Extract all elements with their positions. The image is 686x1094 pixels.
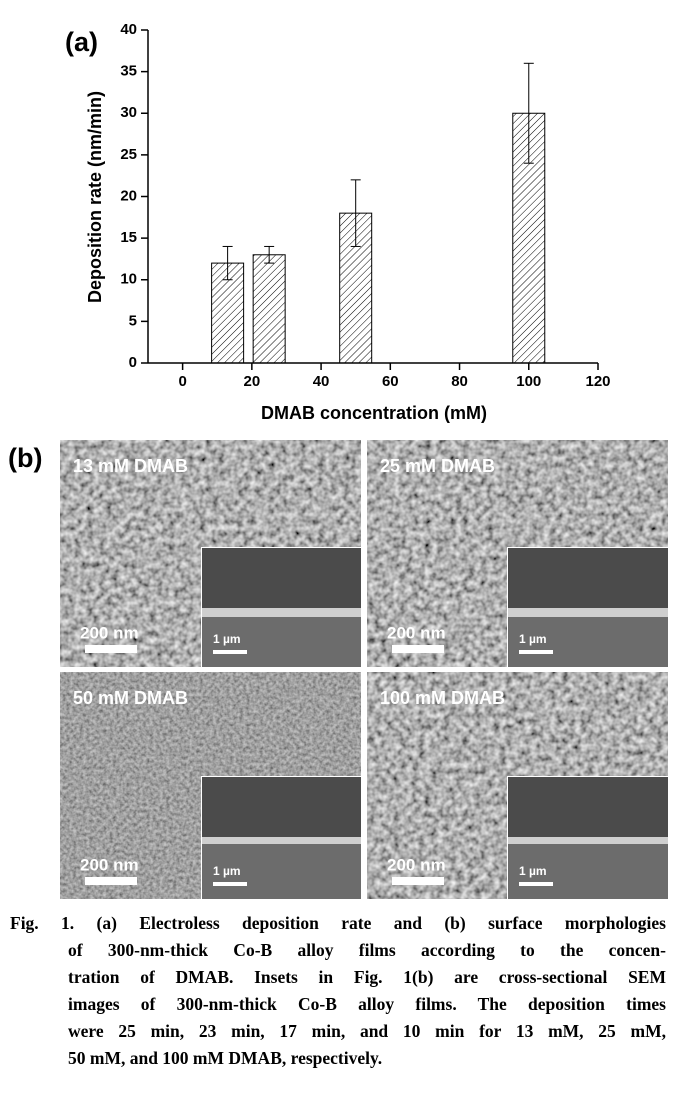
sem-image: 100 mM DMAB 200 nm 1 µm [367, 672, 668, 899]
scale-bar [392, 877, 444, 885]
inset-scale-bar-label: 1 µm [213, 632, 241, 646]
caption-line: were 25 min, 23 min, 17 min, and 10 min … [68, 1021, 666, 1041]
sem-image: 13 mM DMAB 200 nm 1 µm [60, 440, 361, 667]
x-axis-label: DMAB concentration (mM) [261, 403, 487, 423]
caption-line: of 300-nm-thick Co-B alloy films accordi… [68, 940, 666, 960]
inset-substrate [508, 617, 668, 667]
inset-top [202, 548, 361, 608]
scale-bar [85, 877, 137, 885]
sem-image: 50 mM DMAB 200 nm 1 µm [60, 672, 361, 899]
scale-bar-label: 200 nm [80, 623, 139, 642]
panel-label: (b) [8, 443, 42, 473]
inset-substrate [202, 844, 361, 899]
y-tick-label: 40 [120, 21, 137, 38]
caption-line: Fig. 1. (a) Electroless deposition rate … [10, 913, 666, 933]
sem-label: 100 mM DMAB [380, 688, 505, 708]
y-tick-label: 15 [120, 229, 137, 246]
y-tick-label: 20 [120, 187, 137, 204]
x-tick-label: 0 [178, 373, 186, 390]
error-bar [222, 245, 233, 281]
inset-top [508, 548, 668, 608]
scale-bar-label: 200 nm [387, 855, 446, 874]
inset-scale-bar [519, 650, 553, 654]
inset-film [508, 837, 668, 844]
figure: (a) DMAB concentration (mM) Deposition r… [8, 21, 668, 899]
y-tick-label: 25 [120, 146, 137, 163]
y-tick-label: 30 [120, 104, 137, 121]
inset-scale-bar-label: 1 µm [519, 632, 547, 646]
bar [252, 254, 286, 364]
error-bar [350, 179, 361, 247]
y-tick-label: 35 [120, 63, 137, 80]
inset-film [202, 608, 361, 617]
panel-label: (a) [65, 27, 98, 57]
inset-scale-bar-label: 1 µm [213, 864, 241, 878]
x-tick-label: 40 [313, 373, 330, 390]
scale-bar-label: 200 nm [80, 855, 139, 874]
x-tick-label: 20 [244, 373, 261, 390]
inset-substrate [202, 617, 361, 667]
caption: Fig. 1. (a) Electroless deposition rate … [10, 910, 666, 1072]
error-bar [523, 62, 534, 164]
y-tick-label: 5 [129, 312, 137, 329]
sem-label: 13 mM DMAB [73, 456, 188, 476]
caption-line: 50 mM, and 100 mM DMAB, respectively. [68, 1048, 383, 1068]
inset-scale-bar [213, 882, 247, 886]
caption-line: tration of DMAB. Insets in Fig. 1(b) are… [68, 967, 666, 987]
inset-top [508, 777, 668, 837]
error-bar [264, 245, 275, 264]
sem-image: 25 mM DMAB 200 nm 1 µm [367, 440, 668, 667]
y-axis-label: Deposition rate (nm/min) [85, 91, 105, 303]
y-tick-label: 10 [120, 271, 137, 288]
inset-substrate [508, 844, 668, 899]
caption-line: images of 300-nm-thick Co-B alloy films.… [68, 994, 666, 1014]
inset-top [202, 777, 361, 837]
inset-film [508, 608, 668, 617]
scale-bar-label: 200 nm [387, 623, 446, 642]
x-tick-label: 80 [451, 373, 468, 390]
inset-scale-bar-label: 1 µm [519, 864, 547, 878]
x-tick-label: 120 [585, 373, 610, 390]
x-tick-label: 100 [516, 373, 541, 390]
inset-film [202, 837, 361, 844]
inset-scale-bar [213, 650, 247, 654]
scale-bar [85, 645, 137, 653]
sem-label: 25 mM DMAB [380, 456, 495, 476]
scale-bar [392, 645, 444, 653]
sem-label: 50 mM DMAB [73, 688, 188, 708]
inset-scale-bar [519, 882, 553, 886]
y-tick-label: 0 [129, 354, 137, 371]
x-tick-label: 60 [382, 373, 399, 390]
